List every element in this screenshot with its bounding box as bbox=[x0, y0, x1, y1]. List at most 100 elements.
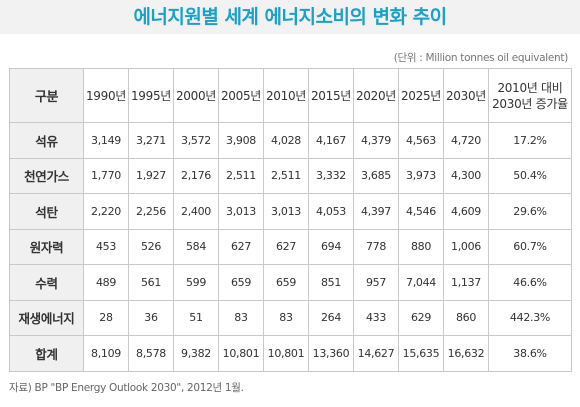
table-row: 재생에너지 28 36 51 83 83 264 433 629 860 442.3% bbox=[9, 299, 572, 336]
table-cell: 4,379 bbox=[353, 122, 399, 159]
increase-cell: 29.6% bbox=[488, 193, 572, 230]
table-cell: 14,627 bbox=[353, 335, 399, 372]
page-title: 에너지원별 세계 에너지소비의 변화 추이 bbox=[133, 6, 447, 28]
table-cell: 4,609 bbox=[443, 193, 489, 230]
row-label: 석탄 bbox=[9, 193, 84, 230]
increase-cell: 60.7% bbox=[488, 228, 572, 265]
header-label: 구분 bbox=[9, 68, 84, 123]
table-cell: 10,801 bbox=[263, 335, 309, 372]
table-cell: 264 bbox=[308, 299, 354, 336]
row-label: 합계 bbox=[9, 335, 84, 372]
table-cell: 36 bbox=[128, 299, 174, 336]
source-note: 자료) BP "BP Energy Outlook 2030", 2012년 1… bbox=[9, 382, 244, 394]
table-cell: 15,635 bbox=[398, 335, 444, 372]
table-body: 석유 3,149 3,271 3,572 3,908 4,028 4,167 4,379 4,5… bbox=[9, 122, 572, 372]
table-cell: 3,332 bbox=[308, 157, 354, 194]
table-cell: 627 bbox=[218, 228, 264, 265]
table-row: 원자력 453 526 584 627 627 694 778 880 1,006 60.7% bbox=[9, 228, 572, 265]
table-cell: 659 bbox=[218, 264, 264, 301]
table-cell: 4,167 bbox=[308, 122, 354, 159]
title-bar bbox=[0, 0, 580, 34]
table-cell: 7,044 bbox=[398, 264, 444, 301]
unit-note: (단위 : Million tonnes oil equivalent) bbox=[393, 52, 569, 64]
increase-cell: 46.6% bbox=[488, 264, 572, 301]
table-cell: 2,176 bbox=[173, 157, 219, 194]
table-cell: 584 bbox=[173, 228, 219, 265]
table-cell: 599 bbox=[173, 264, 219, 301]
table-cell: 3,685 bbox=[353, 157, 399, 194]
table-cell: 957 bbox=[353, 264, 399, 301]
table-cell: 4,053 bbox=[308, 193, 354, 230]
table-cell: 8,578 bbox=[128, 335, 174, 372]
table-cell: 4,720 bbox=[443, 122, 489, 159]
header-year: 1990년 bbox=[83, 68, 129, 123]
increase-cell: 50.4% bbox=[488, 157, 572, 194]
table-row: 합계 8,109 8,578 9,382 10,801 10,801 13,360 14,62… bbox=[9, 335, 572, 372]
table-cell: 4,397 bbox=[353, 193, 399, 230]
row-label: 수력 bbox=[9, 264, 84, 301]
table-cell: 4,300 bbox=[443, 157, 489, 194]
table-cell: 16,632 bbox=[443, 335, 489, 372]
table-cell: 13,360 bbox=[308, 335, 354, 372]
header-increase: 2010년 대비 2030년 증가율 bbox=[488, 68, 572, 123]
increase-cell: 442.3% bbox=[488, 299, 572, 336]
header-year: 2030년 bbox=[443, 68, 489, 123]
table-cell: 4,028 bbox=[263, 122, 309, 159]
header-row: 구분 1990년 1995년 2000년 2005년 2010년 2015년 2… bbox=[9, 68, 572, 123]
table-row: 수력 489 561 599 659 659 851 957 7,044 1,137 46.6% bbox=[9, 264, 572, 301]
header-year: 2010년 bbox=[263, 68, 309, 123]
table-cell: 629 bbox=[398, 299, 444, 336]
row-label: 재생에너지 bbox=[9, 299, 84, 336]
table-cell: 778 bbox=[353, 228, 399, 265]
table-row: 천연가스 1,770 1,927 2,176 2,511 2,511 3,332 3,685 3… bbox=[9, 157, 572, 194]
table-cell: 3,013 bbox=[263, 193, 309, 230]
header-year: 2005년 bbox=[218, 68, 264, 123]
table-cell: 2,220 bbox=[83, 193, 129, 230]
increase-cell: 17.2% bbox=[488, 122, 572, 159]
table-cell: 3,271 bbox=[128, 122, 174, 159]
header-year: 2025년 bbox=[398, 68, 444, 123]
table-cell: 2,256 bbox=[128, 193, 174, 230]
table-cell: 526 bbox=[128, 228, 174, 265]
energy-table: 구분 1990년 1995년 2000년 2005년 2010년 2015년 2… bbox=[9, 68, 572, 372]
table-cell: 2,511 bbox=[218, 157, 264, 194]
row-label: 천연가스 bbox=[9, 157, 84, 194]
table-cell: 627 bbox=[263, 228, 309, 265]
table-cell: 9,382 bbox=[173, 335, 219, 372]
table-row: 석유 3,149 3,271 3,572 3,908 4,028 4,167 4,379 4,5… bbox=[9, 122, 572, 159]
table-cell: 3,908 bbox=[218, 122, 264, 159]
table-cell: 1,770 bbox=[83, 157, 129, 194]
increase-cell: 38.6% bbox=[488, 335, 572, 372]
table-cell: 51 bbox=[173, 299, 219, 336]
table-cell: 3,149 bbox=[83, 122, 129, 159]
header-increase-line2: 2030년 증가율 bbox=[492, 96, 568, 111]
table-cell: 4,563 bbox=[398, 122, 444, 159]
table-cell: 2,511 bbox=[263, 157, 309, 194]
table-row: 석탄 2,220 2,256 2,400 3,013 3,013 4,053 4,397 4,5… bbox=[9, 193, 572, 230]
table-cell: 1,006 bbox=[443, 228, 489, 265]
header-increase-line1: 2010년 대비 bbox=[497, 80, 563, 95]
table-cell: 8,109 bbox=[83, 335, 129, 372]
table-cell: 433 bbox=[353, 299, 399, 336]
table-cell: 3,013 bbox=[218, 193, 264, 230]
table-cell: 489 bbox=[83, 264, 129, 301]
header-year: 2000년 bbox=[173, 68, 219, 123]
table-cell: 453 bbox=[83, 228, 129, 265]
table-cell: 3,572 bbox=[173, 122, 219, 159]
table-cell: 694 bbox=[308, 228, 354, 265]
table-cell: 659 bbox=[263, 264, 309, 301]
header-year: 2015년 bbox=[308, 68, 354, 123]
header-year: 2020년 bbox=[353, 68, 399, 123]
table-cell: 3,973 bbox=[398, 157, 444, 194]
table-cell: 2,400 bbox=[173, 193, 219, 230]
table-cell: 860 bbox=[443, 299, 489, 336]
row-label: 원자력 bbox=[9, 228, 84, 265]
table-cell: 880 bbox=[398, 228, 444, 265]
table-cell: 1,927 bbox=[128, 157, 174, 194]
table-cell: 1,137 bbox=[443, 264, 489, 301]
table-cell: 851 bbox=[308, 264, 354, 301]
table-cell: 28 bbox=[83, 299, 129, 336]
table-cell: 83 bbox=[263, 299, 309, 336]
header-year: 1995년 bbox=[128, 68, 174, 123]
table-cell: 4,546 bbox=[398, 193, 444, 230]
